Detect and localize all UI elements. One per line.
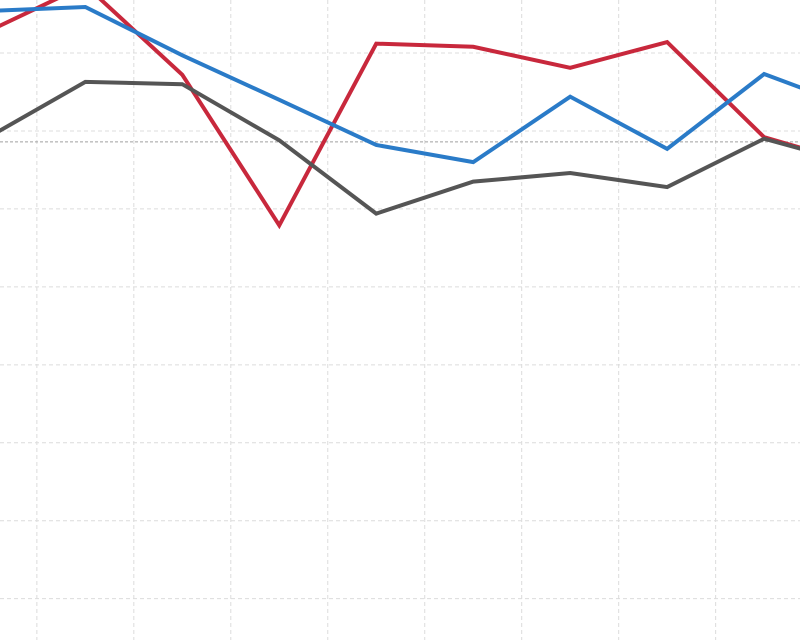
series-line (0, 79, 800, 216)
series-line (0, 4, 800, 165)
series-line (0, 0, 800, 230)
